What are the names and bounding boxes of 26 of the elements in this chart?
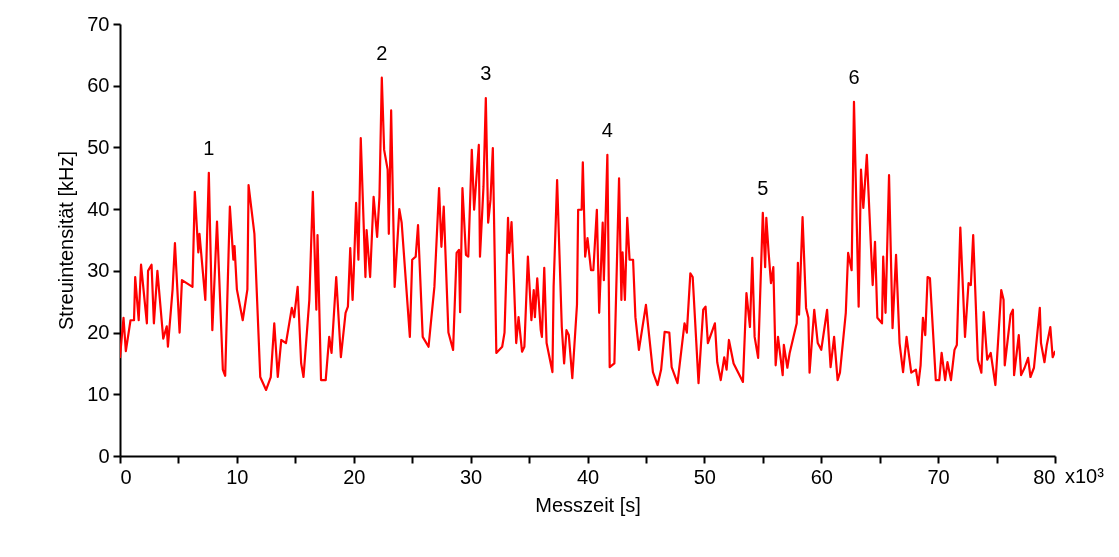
y-tick-label: 10 bbox=[87, 382, 110, 405]
x-tick-label: 60 bbox=[810, 465, 833, 488]
x-tick-label: 30 bbox=[460, 465, 483, 488]
x-tick-label: 70 bbox=[927, 465, 950, 488]
x-axis-title: Messzeit [s] bbox=[535, 493, 641, 516]
annotation: 4 bbox=[601, 118, 613, 141]
y-tick-label: 30 bbox=[87, 259, 110, 282]
y-tick-label: 70 bbox=[87, 12, 110, 35]
y-tick-label: 0 bbox=[98, 444, 110, 467]
y-tick-label: 40 bbox=[87, 197, 110, 220]
y-tick-label: 20 bbox=[87, 321, 110, 344]
annotation: 1 bbox=[203, 136, 215, 159]
annotation: 3 bbox=[480, 62, 492, 85]
y-tick-label: 50 bbox=[87, 135, 110, 158]
x-tick-label: 40 bbox=[576, 465, 600, 488]
x-tick-label: 0 bbox=[120, 465, 132, 488]
x-tick-label: 20 bbox=[343, 465, 366, 488]
x-tick-label: 10 bbox=[226, 465, 249, 488]
annotation: 6 bbox=[848, 65, 860, 88]
x-tick-label: 50 bbox=[693, 465, 716, 488]
text: x10³ bbox=[1065, 465, 1105, 487]
x-tick-label: 80 bbox=[1033, 465, 1056, 488]
y-tick-label: 60 bbox=[87, 74, 110, 97]
annotation: 2 bbox=[376, 41, 388, 64]
y-axis-title: Streuintensität [kHz] bbox=[55, 151, 78, 330]
annotation: 5 bbox=[757, 176, 769, 199]
